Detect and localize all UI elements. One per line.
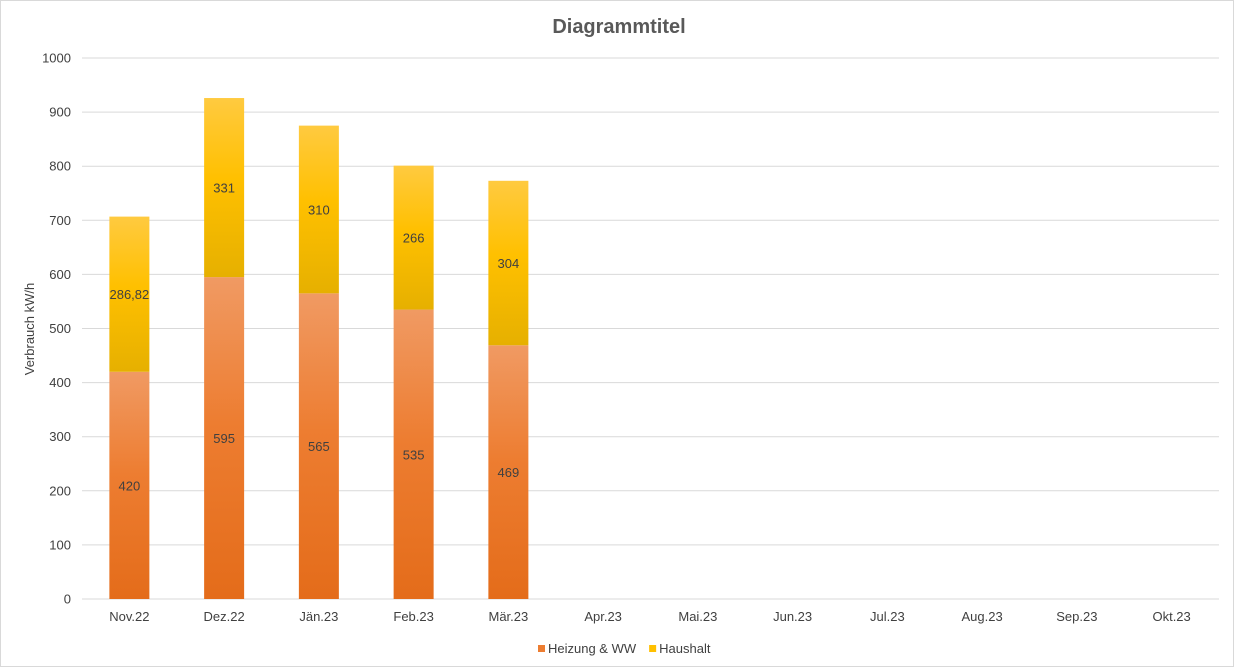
data-label: 331 (213, 181, 235, 196)
bar-segment-heizung (204, 277, 245, 599)
x-tick-label: Jul.23 (870, 609, 905, 624)
y-tick-label: 300 (49, 429, 71, 444)
data-label: 304 (498, 256, 520, 271)
data-label: 535 (403, 447, 425, 462)
x-tick-label: Jän.23 (299, 609, 338, 624)
x-tick-label: Okt.23 (1152, 609, 1190, 624)
y-tick-label: 900 (49, 105, 71, 120)
y-tick-label: 1000 (42, 51, 71, 66)
data-label: 286,82 (109, 287, 149, 302)
legend-swatch (649, 645, 657, 652)
x-axis-ticks: Nov.22 Dez.22 Jän.23 Feb.23 Mär.23 Apr.23 Mai.… (109, 609, 1191, 624)
x-tick-label: Sep.23 (1056, 609, 1097, 624)
bars (109, 98, 529, 599)
legend-label: Heizung & WW (548, 641, 637, 656)
x-tick-label: Aug.23 (962, 609, 1003, 624)
data-label: 595 (213, 431, 235, 446)
bar-segment-heizung (488, 345, 529, 599)
data-label: 469 (498, 465, 520, 480)
data-labels: 420 286,82 595 331 565 310 535 266 469 304 (109, 181, 519, 494)
y-tick-label: 0 (64, 592, 71, 607)
y-tick-label: 500 (49, 321, 71, 336)
data-label: 310 (308, 202, 330, 217)
x-tick-label: Jun.23 (773, 609, 812, 624)
x-tick-label: Apr.23 (584, 609, 622, 624)
x-tick-label: Feb.23 (393, 609, 433, 624)
x-tick-label: Mär.23 (489, 609, 529, 624)
bar-segment-haushalt (488, 180, 529, 346)
bar-segment-haushalt (109, 216, 150, 372)
data-label: 565 (308, 439, 330, 454)
legend-swatch (538, 645, 545, 652)
x-tick-label: Nov.22 (109, 609, 149, 624)
legend-label: Haushalt (659, 641, 711, 656)
bar-segment-heizung (393, 309, 434, 599)
y-tick-label: 600 (49, 267, 71, 282)
x-tick-label: Mai.23 (678, 609, 717, 624)
y-tick-label: 800 (49, 159, 71, 174)
legend: Heizung & WW Haushalt (538, 641, 711, 656)
bar-segment-heizung (298, 293, 339, 599)
y-tick-label: 200 (49, 483, 71, 498)
bar-segment-haushalt (393, 165, 434, 310)
bar-segment-heizung (109, 371, 150, 599)
bar-segment-haushalt (204, 98, 245, 278)
data-label: 266 (403, 231, 425, 246)
data-label: 420 (119, 478, 141, 493)
y-tick-label: 700 (49, 213, 71, 228)
y-tick-label: 400 (49, 375, 71, 390)
y-axis-ticks: 0 100 200 300 400 500 600 700 800 900 1000 (42, 51, 71, 607)
bar-segment-haushalt (298, 125, 339, 294)
gridlines (82, 57, 1219, 600)
y-axis-label: Verbrauch kW/h (22, 283, 37, 376)
x-tick-label: Dez.22 (204, 609, 245, 624)
chart-title: Diagrammtitel (552, 16, 685, 38)
y-tick-label: 100 (49, 537, 71, 552)
